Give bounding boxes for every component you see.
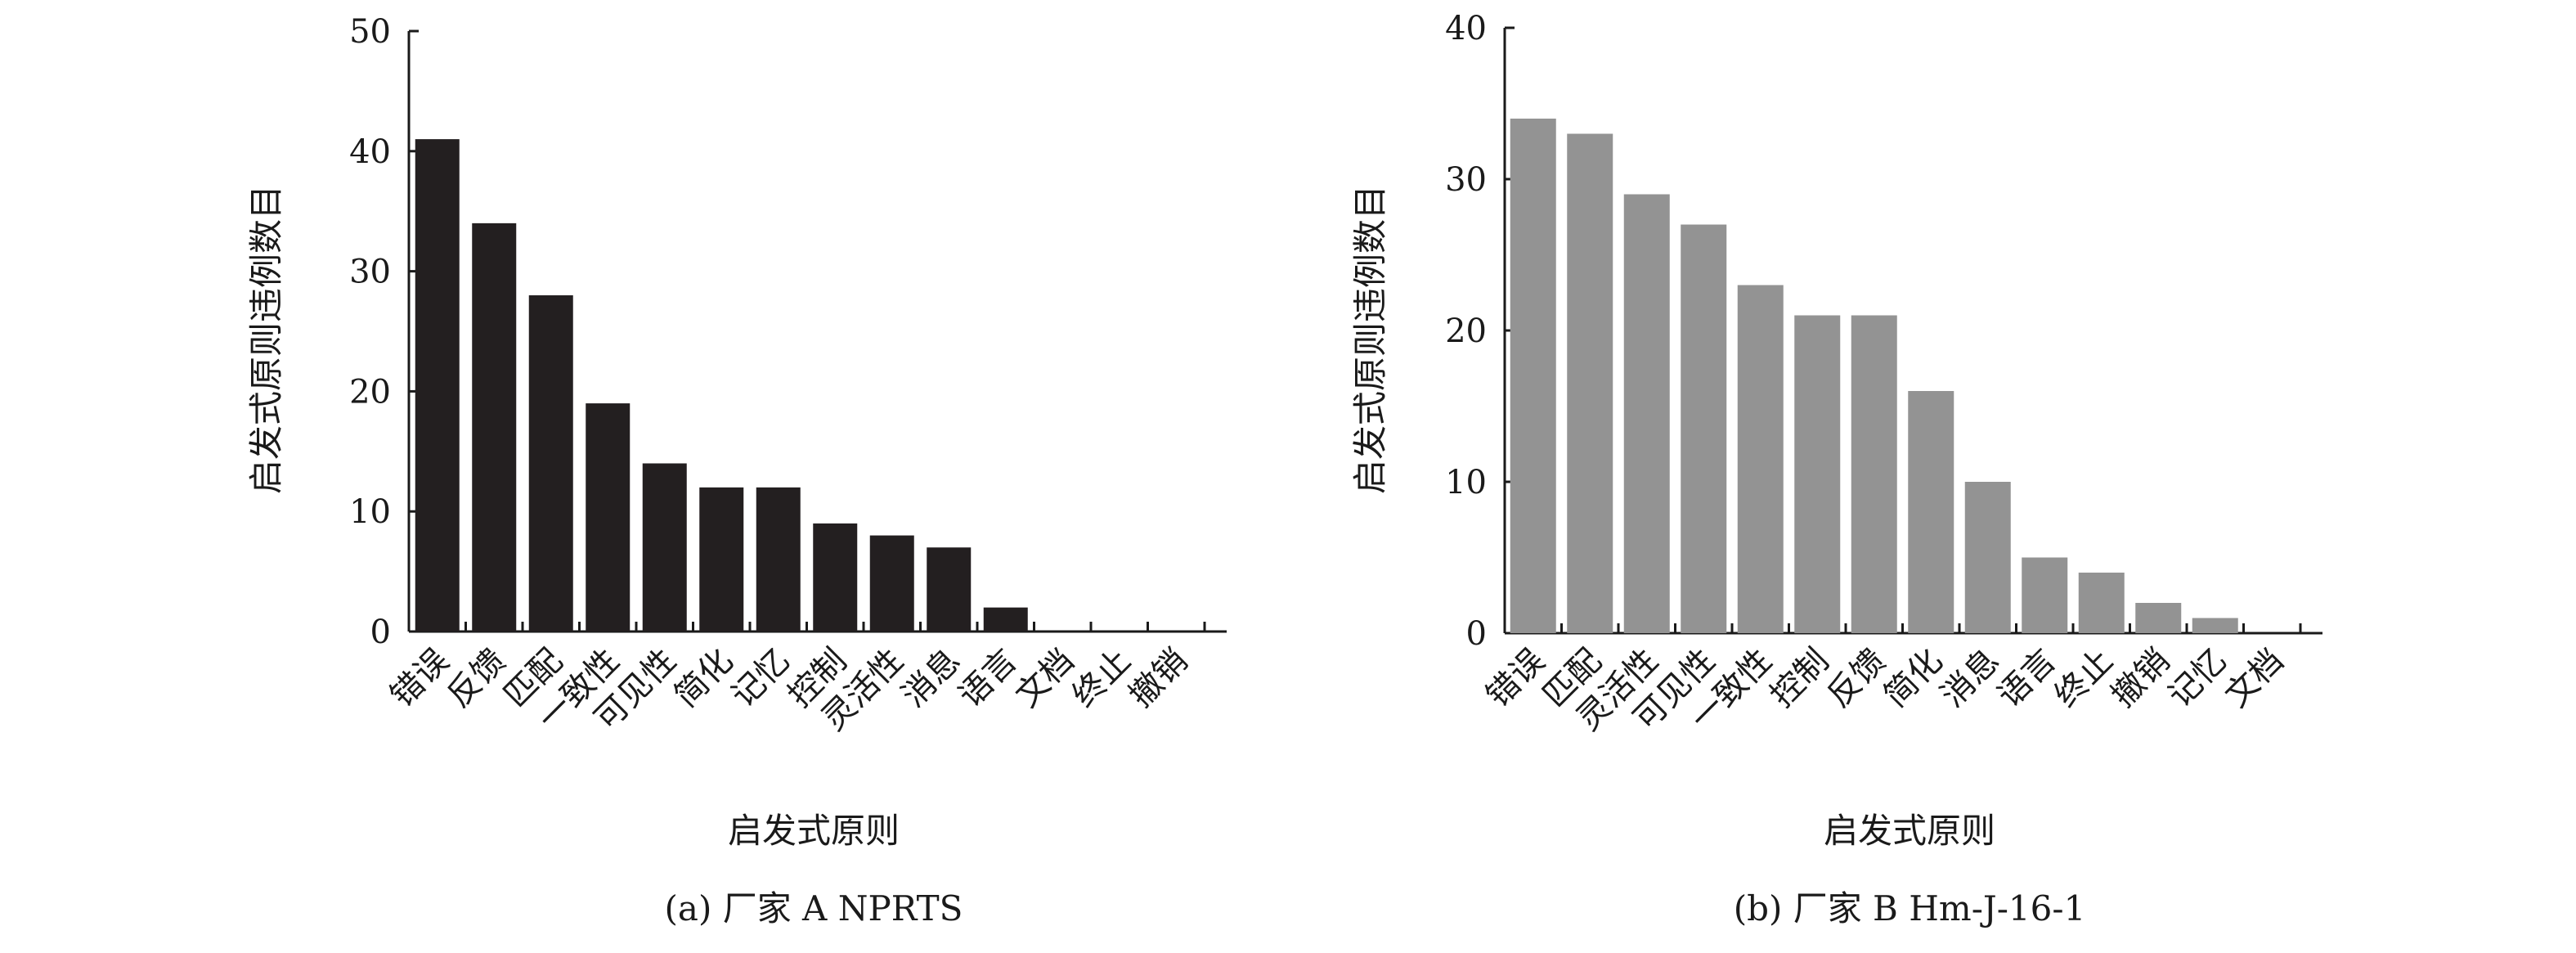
x-category-label: 撤销 bbox=[1122, 642, 1195, 715]
x-category-label: 消息 bbox=[1934, 642, 2007, 715]
bar bbox=[699, 487, 744, 632]
y-tick-label: 50 bbox=[349, 13, 391, 51]
bar bbox=[2192, 618, 2238, 633]
chart-panel-a: 01020304050错误反馈匹配一致性可见性简化记忆控制灵活性消息语言文档终止… bbox=[246, 13, 1227, 928]
x-category-label: 消息 bbox=[895, 642, 967, 715]
bar bbox=[2078, 573, 2125, 633]
y-axis-title: 启发式原则违例数目 bbox=[1350, 185, 1390, 494]
x-category-label: 简化 bbox=[667, 642, 740, 715]
x-category-label: 错误 bbox=[1479, 642, 1552, 715]
x-category-label: 反馈 bbox=[440, 642, 513, 715]
bar bbox=[472, 223, 517, 632]
y-tick-label: 10 bbox=[1445, 464, 1487, 501]
bar bbox=[415, 139, 460, 632]
bar bbox=[869, 535, 914, 632]
x-category-label: 简化 bbox=[1877, 642, 1950, 715]
bar bbox=[1908, 391, 1954, 633]
y-tick-label: 40 bbox=[1445, 10, 1487, 47]
x-category-label: 反馈 bbox=[1820, 642, 1893, 715]
bar bbox=[1623, 194, 1670, 633]
bar bbox=[927, 547, 972, 632]
x-axis-title: 启发式原则 bbox=[728, 811, 900, 851]
bar bbox=[586, 403, 631, 632]
x-category-label: 撤销 bbox=[2104, 642, 2177, 715]
chart-caption: (a) 厂家 A NPRTS bbox=[665, 888, 963, 928]
bar bbox=[528, 294, 573, 632]
bar bbox=[1567, 133, 1613, 633]
y-tick-label: 10 bbox=[349, 493, 391, 531]
bar bbox=[1964, 482, 2011, 633]
bar bbox=[1737, 285, 1784, 633]
y-tick-label: 0 bbox=[1466, 615, 1487, 653]
bar bbox=[1510, 119, 1556, 633]
bar bbox=[642, 463, 687, 632]
y-tick-label: 20 bbox=[349, 373, 391, 411]
x-category-label: 文档 bbox=[1008, 642, 1081, 715]
bar bbox=[756, 487, 801, 632]
x-category-label: 终止 bbox=[1066, 642, 1138, 715]
bar bbox=[983, 607, 1028, 632]
bar bbox=[813, 523, 858, 632]
y-tick-label: 30 bbox=[1445, 161, 1487, 199]
x-category-label: 错误 bbox=[384, 642, 456, 715]
x-category-label: 终止 bbox=[2048, 642, 2120, 715]
y-tick-label: 20 bbox=[1445, 312, 1487, 350]
y-axis-title: 启发式原则违例数目 bbox=[246, 185, 286, 494]
x-category-label: 控制 bbox=[1763, 642, 1836, 715]
chart-panel-b: 010203040错误匹配灵活性可见性一致性控制反馈简化消息语言终止撤销记忆文档… bbox=[1350, 10, 2322, 928]
y-tick-label: 40 bbox=[349, 133, 391, 171]
x-category-label: 语言 bbox=[1990, 642, 2063, 715]
y-tick-label: 0 bbox=[370, 614, 391, 651]
bar bbox=[1794, 315, 1841, 633]
bar bbox=[2135, 603, 2182, 633]
bar bbox=[2022, 557, 2068, 633]
bar bbox=[1851, 315, 1897, 633]
x-category-label: 文档 bbox=[2218, 642, 2291, 715]
x-category-label: 记忆 bbox=[2161, 642, 2234, 715]
y-tick-label: 30 bbox=[349, 254, 391, 291]
x-axis-title: 启发式原则 bbox=[1824, 811, 1995, 851]
chart-caption: (b) 厂家 B Hm-J-16-1 bbox=[1734, 888, 2086, 928]
x-category-label: 记忆 bbox=[725, 642, 797, 715]
bar bbox=[1681, 224, 1727, 633]
x-category-label: 语言 bbox=[952, 642, 1025, 715]
